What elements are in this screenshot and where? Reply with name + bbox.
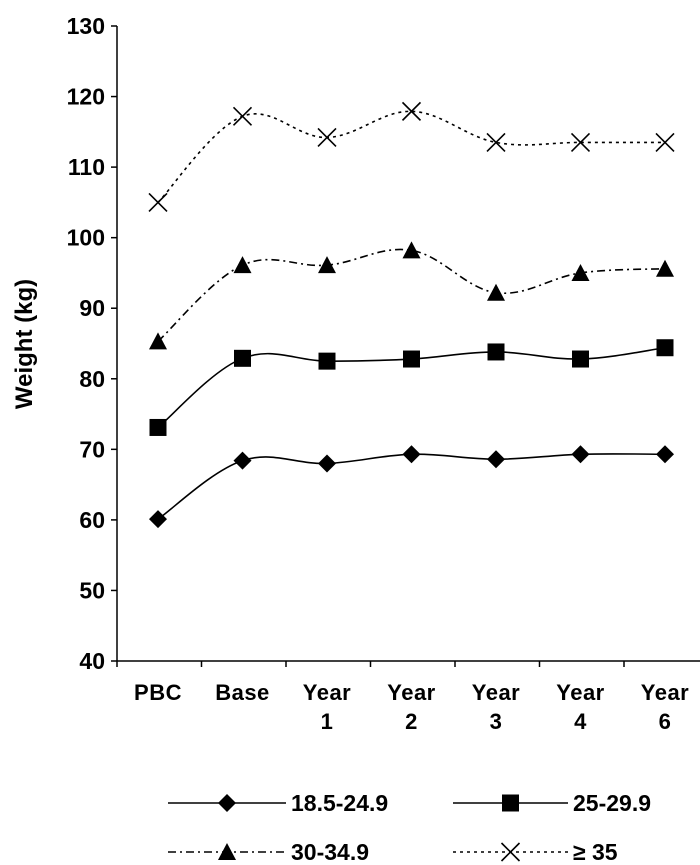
y-tick-label: 70 xyxy=(79,436,105,462)
data-point xyxy=(487,343,505,361)
x-tick-label: 3 xyxy=(490,709,503,734)
data-point xyxy=(148,192,168,212)
legend-item-1: 18.5-24.9 xyxy=(168,790,388,816)
x-tick-label: Year xyxy=(303,680,352,705)
data-point xyxy=(570,132,591,152)
series-line xyxy=(157,110,665,203)
legend: 18.5-24.9 25-29.9 30-34.9 ≥ 35 xyxy=(168,790,651,865)
data-point xyxy=(401,101,422,121)
x-tick-label: 2 xyxy=(405,709,418,734)
x-tick-label: Year xyxy=(641,680,690,705)
data-point xyxy=(318,352,336,370)
series-line xyxy=(157,248,666,342)
x-tick-label: Year xyxy=(472,680,521,705)
data-point xyxy=(487,450,505,469)
data-point xyxy=(233,451,252,470)
series-2 xyxy=(149,339,674,436)
y-axis-title: Weight (kg) xyxy=(11,279,38,409)
y-tick-label: 40 xyxy=(79,648,105,674)
data-point xyxy=(402,445,421,464)
legend-item-2: 25-29.9 xyxy=(453,790,651,816)
data-point xyxy=(403,350,420,368)
data-point xyxy=(232,106,253,126)
x-tick-label: Year xyxy=(556,680,605,705)
data-point xyxy=(656,259,674,277)
legend-marker xyxy=(218,843,236,860)
data-point xyxy=(317,127,337,148)
series-layer xyxy=(148,101,675,529)
x-tick-label: 1 xyxy=(321,709,334,734)
data-point xyxy=(656,339,674,357)
data-point xyxy=(655,132,675,152)
data-point-stroke-b xyxy=(570,132,591,152)
legend-marker-stroke-b xyxy=(500,842,521,862)
data-point xyxy=(318,256,336,274)
y-tick-label: 100 xyxy=(67,225,105,251)
data-point xyxy=(486,132,506,152)
series-3 xyxy=(149,241,674,350)
y-tick-label: 60 xyxy=(79,507,105,533)
x-tick-label: 6 xyxy=(659,709,672,734)
data-point-stroke-b xyxy=(148,192,168,212)
legend-item-3: 30-34.9 xyxy=(168,839,369,865)
data-point-stroke-b xyxy=(232,106,253,126)
legend-marker xyxy=(218,794,236,812)
data-point xyxy=(149,510,167,529)
series-4 xyxy=(148,101,675,212)
y-tick-label: 50 xyxy=(79,577,105,603)
legend-item-4: ≥ 35 xyxy=(453,839,618,865)
legend-label: 18.5-24.9 xyxy=(291,790,388,816)
legend-label: 25-29.9 xyxy=(573,790,651,816)
x-tick-label: Year xyxy=(387,680,436,705)
legend-marker xyxy=(502,794,519,812)
data-point-stroke-b xyxy=(317,127,337,148)
y-tick-label: 110 xyxy=(68,154,105,180)
data-point xyxy=(656,445,674,464)
legend-label: ≥ 35 xyxy=(573,839,618,865)
x-tick-label: PBC xyxy=(134,680,182,705)
x-tick-label: 4 xyxy=(574,709,587,734)
x-axis: PBC Base Year 1 Year 2 Year 3 Year 4 Year 6 xyxy=(116,660,700,734)
y-tick-label: 130 xyxy=(67,13,105,39)
y-axis: 40 50 60 70 80 90 100 110 120 130 xyxy=(67,13,118,674)
data-point xyxy=(149,418,167,436)
data-point xyxy=(572,350,589,368)
data-point xyxy=(571,263,590,281)
x-tick-label: Base xyxy=(215,680,270,705)
data-point-stroke-b xyxy=(401,101,422,121)
series-line xyxy=(157,453,666,520)
y-tick-label: 80 xyxy=(79,366,105,392)
y-tick-label: 90 xyxy=(79,295,105,321)
data-point xyxy=(571,445,590,464)
legend-label: 30-34.9 xyxy=(291,839,369,865)
legend-marker xyxy=(500,842,521,862)
data-point xyxy=(233,256,252,274)
data-point xyxy=(234,349,251,367)
data-point xyxy=(318,454,336,473)
y-tick-label: 120 xyxy=(67,84,105,110)
data-point-stroke-b xyxy=(486,132,506,152)
data-point xyxy=(149,332,167,350)
data-point xyxy=(402,241,421,259)
data-point-stroke-b xyxy=(655,132,675,152)
data-point xyxy=(487,283,505,301)
series-1 xyxy=(149,445,674,529)
